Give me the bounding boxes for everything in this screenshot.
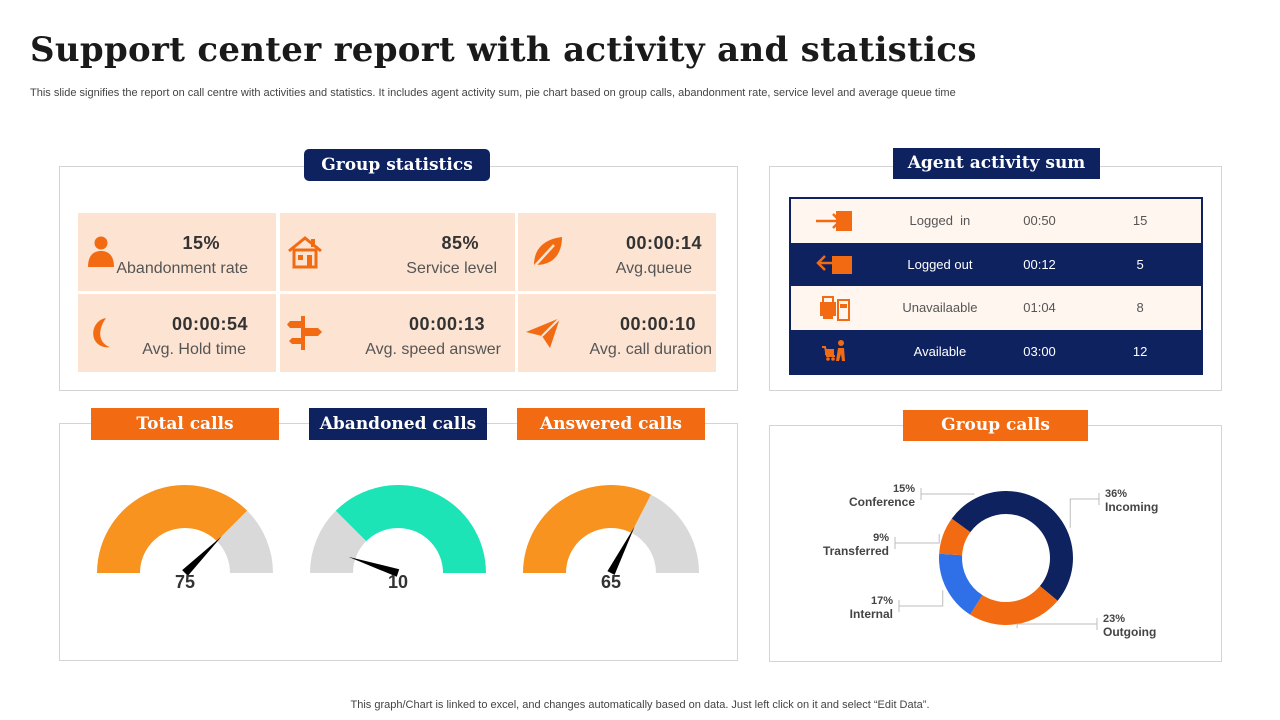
- donut-name-label: Transferred: [823, 544, 889, 558]
- login-arrow-icon: [816, 210, 853, 231]
- gauge-needle: [607, 526, 635, 575]
- agent-count: 8: [1136, 300, 1144, 316]
- tile-value: 00:00:10: [619, 314, 696, 334]
- gauge-remainder-arc: [216, 510, 273, 573]
- table-row: Available 03:00 12: [791, 329, 1201, 373]
- gauge-value-label: 65: [601, 572, 621, 592]
- answered-calls-label: Answered calls: [517, 408, 705, 440]
- tile-service-level: 85% Service level: [280, 213, 515, 291]
- donut-name-label: Internal: [850, 607, 893, 621]
- gauge-needle: [348, 556, 400, 577]
- agent-cart-icon: [822, 340, 846, 362]
- agent-activity-label: Agent activity sum: [893, 148, 1100, 179]
- agent-time: 01:04: [1023, 300, 1056, 316]
- donut-percent-label: 36%: [1105, 488, 1127, 500]
- gauge-needle: [182, 536, 222, 576]
- donut-percent-label: 15%: [893, 483, 915, 495]
- donut-slice-internal: [939, 553, 983, 615]
- calls-gauges-panel: [59, 423, 738, 661]
- agent-status: Logged in: [909, 213, 971, 229]
- donut-name-label: Incoming: [1105, 500, 1158, 514]
- agent-status: Logged out: [907, 256, 973, 272]
- tile-value: 15%: [182, 233, 220, 253]
- donut-slice-conference: [951, 491, 1006, 533]
- agent-time: 03:00: [1023, 343, 1056, 359]
- gauge-value-label: 10: [388, 572, 408, 592]
- table-row: Unavailaable 01:04 8: [791, 286, 1201, 330]
- total-calls-label: Total calls: [91, 408, 279, 440]
- person-icon: [88, 236, 114, 267]
- tile-value: 00:00:13: [408, 314, 485, 334]
- agent-status: Unavailaable: [902, 300, 978, 316]
- footer-note: This graph/Chart is linked to excel, and…: [350, 699, 930, 711]
- group-calls-label: Group calls: [903, 410, 1088, 441]
- donut-percent-label: 23%: [1103, 613, 1125, 625]
- total-calls-gauge: 75: [97, 485, 273, 592]
- house-icon: [288, 236, 322, 269]
- donut-percent-label: 9%: [873, 532, 889, 544]
- agent-count: 15: [1132, 213, 1148, 229]
- group-statistics-label: Group statistics: [304, 149, 490, 181]
- tile-label: Avg. speed answer: [365, 341, 501, 358]
- tile-label: Avg.queue: [615, 260, 692, 277]
- logout-arrow-icon: [816, 255, 853, 275]
- gauge-value-arc: [523, 485, 651, 573]
- tile-label: Avg. Hold time: [142, 341, 246, 358]
- abandoned-calls-gauge: 10: [310, 485, 486, 592]
- tile-avg-call-duration: 00:00:10 Avg. call duration: [518, 294, 716, 372]
- table-row: Logged out 00:12 5: [791, 242, 1201, 286]
- donut-slice-transferred: [939, 518, 971, 556]
- tile-avg-speed-answer: 00:00:13 Avg. speed answer: [280, 294, 515, 372]
- tile-avg-hold-time: 00:00:54 Avg. Hold time: [78, 294, 276, 372]
- tile-abandonment-rate: 15% Abandonment rate: [78, 213, 276, 291]
- donut-percent-label: 17%: [871, 595, 893, 607]
- tile-label: Avg. call duration: [589, 341, 712, 358]
- donut-leader-line: [1069, 498, 1099, 528]
- gauge-value-arc: [97, 485, 248, 573]
- tile-label: Service level: [406, 260, 497, 277]
- agent-count: 5: [1136, 256, 1144, 272]
- office-phone-icon: [820, 295, 851, 321]
- page-subtitle: This slide signifies the report on call …: [30, 87, 956, 99]
- moon-icon: [93, 318, 110, 348]
- gauge-remainder-arc: [310, 510, 367, 573]
- donut-slice-incoming: [1006, 491, 1073, 601]
- signpost-icon: [287, 316, 322, 350]
- table-row: Logged in 00:50 15: [791, 199, 1201, 243]
- paper-plane-icon: [526, 317, 561, 348]
- donut-leader-line: [899, 590, 944, 607]
- agent-status: Available: [913, 343, 967, 359]
- agent-time: 00:12: [1023, 256, 1056, 272]
- tile-value: 00:00:54: [171, 314, 248, 334]
- tile-value: 85%: [441, 233, 479, 253]
- gauge-remainder-arc: [631, 494, 699, 573]
- donut-leader-line: [895, 533, 940, 544]
- donut-leader-line: [921, 493, 975, 495]
- page-title: Support center report with activity and …: [30, 30, 977, 70]
- group-calls-donut-chart: 36%Incoming 23%Outgoing 17%Internal 9%Trans…: [823, 483, 1158, 639]
- agent-time: 00:50: [1023, 213, 1056, 229]
- donut-name-label: Conference: [849, 495, 915, 509]
- tile-avg-queue: 00:00:14 Avg.queue: [518, 213, 716, 291]
- donut-name-label: Outgoing: [1103, 625, 1156, 639]
- leaf-icon: [531, 237, 562, 270]
- donut-slice-outgoing: [970, 586, 1058, 625]
- gauge-value-label: 75: [175, 572, 195, 592]
- agent-activity-table: Logged in 00:50 15 Logged out 00:12 5 Un…: [789, 197, 1203, 375]
- abandoned-calls-label: Abandoned calls: [309, 408, 487, 440]
- tile-label: Abandonment rate: [116, 260, 248, 277]
- answered-calls-gauge: 65: [523, 485, 699, 592]
- donut-leader-line: [1016, 623, 1097, 629]
- gauge-value-arc: [335, 485, 486, 573]
- agent-count: 12: [1132, 343, 1148, 359]
- tile-value: 00:00:14: [625, 233, 702, 253]
